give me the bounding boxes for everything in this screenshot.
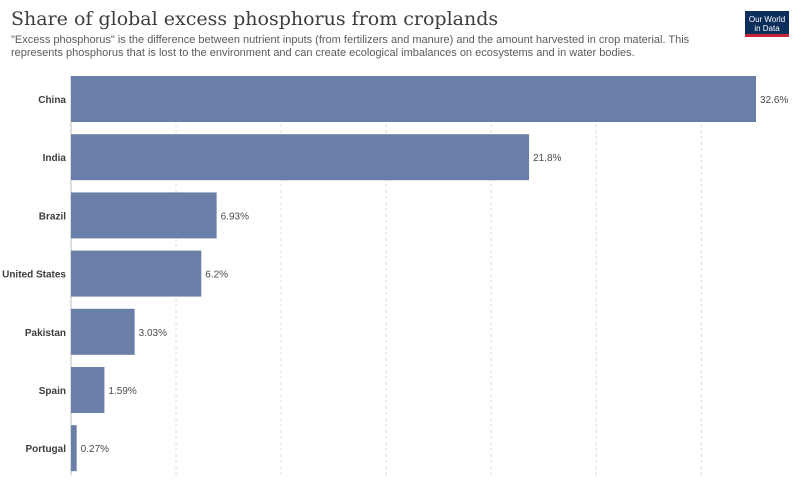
value-label: 0.27% [81,444,109,455]
bar-china[interactable] [71,76,756,122]
chart-title: Share of global excess phosphorus from c… [11,8,499,30]
value-label: 32.6% [760,95,788,106]
bar-brazil[interactable] [71,192,217,239]
value-label: 21.8% [533,153,561,164]
category-label: Pakistan [25,328,66,339]
chart-subtitle: "Excess phosphorus" is the difference be… [11,34,690,59]
value-label: 3.03% [139,328,167,339]
bar-pakistan[interactable] [71,308,135,355]
owid-logo[interactable]: Our World in Data [745,11,789,37]
category-label: Spain [39,386,66,397]
logo-line-1: Our World [748,15,786,24]
bar-portugal[interactable] [71,425,77,472]
value-label: 6.2% [205,270,228,281]
bar-spain[interactable] [71,367,105,413]
category-label: Portugal [25,444,66,455]
value-label: 6.93% [221,211,249,222]
bar-united-states[interactable] [71,250,202,297]
bars: China 32.6% India 21.8% Brazil 6.93% United St… [2,76,788,472]
bar-india[interactable] [71,134,530,181]
value-label: 1.59% [108,386,136,397]
category-label: India [43,153,67,164]
category-label: China [38,95,66,106]
category-label: United States [2,270,66,281]
category-label: Brazil [39,211,66,222]
logo-line-2: in Data [754,24,780,33]
